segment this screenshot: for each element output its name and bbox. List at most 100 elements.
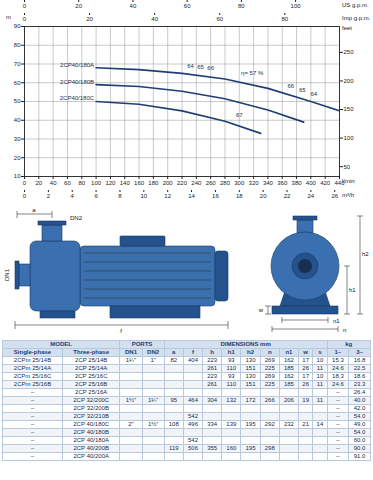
svg-text:DN1: DN1 bbox=[4, 268, 10, 281]
html-text:MODEL: MODEL bbox=[50, 341, 72, 347]
html-text:PORTS: PORTS bbox=[131, 341, 153, 347]
svg-text:22: 22 bbox=[284, 193, 291, 199]
svg-text:64: 64 bbox=[187, 63, 194, 69]
svg-text:20: 20 bbox=[86, 16, 93, 22]
html-text:feet: feet bbox=[342, 25, 352, 31]
svg-text:DN2: DN2 bbox=[70, 215, 83, 221]
svg-text:120: 120 bbox=[105, 180, 116, 186]
svg-text:60: 60 bbox=[64, 180, 71, 186]
svg-text:26: 26 bbox=[331, 193, 338, 199]
svg-text:40: 40 bbox=[151, 16, 158, 22]
svg-text:80: 80 bbox=[14, 42, 21, 48]
svg-text:66: 66 bbox=[207, 65, 214, 71]
svg-text:a: a bbox=[32, 207, 36, 213]
svg-text:20: 20 bbox=[14, 155, 21, 161]
svg-text:n1: n1 bbox=[333, 318, 340, 324]
svg-text:100: 100 bbox=[291, 3, 302, 9]
svg-text:80: 80 bbox=[281, 16, 288, 22]
html-text:Imp g.p.m.: Imp g.p.m. bbox=[342, 15, 371, 21]
svg-text:12: 12 bbox=[164, 193, 171, 199]
svg-text:90: 90 bbox=[14, 23, 21, 29]
svg-text:40: 40 bbox=[50, 180, 57, 186]
svg-text:140: 140 bbox=[120, 180, 131, 186]
svg-text:50: 50 bbox=[14, 98, 21, 104]
svg-text:w: w bbox=[258, 307, 264, 313]
svg-text:18: 18 bbox=[236, 193, 243, 199]
html-text:1~: 1~ bbox=[334, 349, 342, 355]
svg-text:η= 57 %: η= 57 % bbox=[241, 70, 264, 76]
svg-text:20: 20 bbox=[35, 180, 42, 186]
html-text:DN1: DN1 bbox=[125, 349, 137, 355]
svg-text:400: 400 bbox=[306, 180, 317, 186]
svg-text:67: 67 bbox=[236, 112, 243, 118]
svg-text:150: 150 bbox=[344, 106, 355, 112]
svg-text:280: 280 bbox=[220, 180, 231, 186]
html-text:3~: 3~ bbox=[356, 349, 363, 355]
svg-text:0: 0 bbox=[23, 16, 27, 22]
svg-text:440: 440 bbox=[334, 179, 345, 186]
svg-text:24: 24 bbox=[308, 193, 315, 199]
svg-text:340: 340 bbox=[263, 180, 274, 186]
svg-text:200: 200 bbox=[344, 78, 355, 84]
svg-text:180: 180 bbox=[148, 180, 159, 186]
svg-text:220: 220 bbox=[177, 180, 188, 186]
svg-text:h1: h1 bbox=[349, 287, 356, 293]
svg-text:2: 2 bbox=[47, 193, 51, 199]
svg-text:200: 200 bbox=[163, 180, 174, 186]
svg-text:250: 250 bbox=[344, 49, 355, 55]
html-text:DIMENSIONS mm: DIMENSIONS mm bbox=[220, 341, 271, 347]
svg-text:f: f bbox=[120, 328, 122, 334]
svg-text:40: 40 bbox=[130, 3, 137, 9]
svg-text:10: 10 bbox=[14, 173, 21, 179]
svg-text:20: 20 bbox=[260, 193, 267, 199]
svg-text:10: 10 bbox=[140, 193, 147, 199]
svg-text:4: 4 bbox=[71, 193, 75, 199]
html-text:US g.p.m.: US g.p.m. bbox=[342, 2, 369, 8]
svg-text:320: 320 bbox=[249, 180, 260, 186]
svg-text:40: 40 bbox=[14, 117, 21, 123]
svg-text:80: 80 bbox=[238, 3, 245, 9]
svg-text:30: 30 bbox=[14, 136, 21, 142]
html-text:kg: kg bbox=[345, 341, 353, 347]
svg-text:2CP40/180A: 2CP40/180A bbox=[60, 62, 94, 68]
svg-text:20: 20 bbox=[75, 3, 82, 9]
svg-text:60: 60 bbox=[216, 16, 223, 22]
svg-text:2CP40/180B: 2CP40/180B bbox=[60, 79, 94, 85]
svg-text:80: 80 bbox=[78, 180, 85, 186]
html-text:h1: h1 bbox=[227, 349, 235, 355]
html-text:m³/h: m³/h bbox=[342, 192, 354, 198]
html-text:h2: h2 bbox=[247, 349, 254, 355]
svg-text:70: 70 bbox=[14, 61, 21, 67]
svg-text:240: 240 bbox=[191, 180, 202, 186]
html-text:l/min: l/min bbox=[342, 178, 355, 184]
svg-text:380: 380 bbox=[292, 180, 303, 186]
svg-text:0: 0 bbox=[23, 3, 27, 9]
svg-text:2CP40/180C: 2CP40/180C bbox=[60, 95, 95, 101]
svg-text:65: 65 bbox=[197, 64, 204, 70]
html-text:DN2: DN2 bbox=[147, 349, 160, 355]
svg-text:0: 0 bbox=[23, 180, 27, 186]
svg-text:50: 50 bbox=[344, 164, 351, 170]
svg-text:0: 0 bbox=[23, 193, 27, 199]
svg-text:6: 6 bbox=[94, 193, 98, 199]
svg-text:n: n bbox=[343, 327, 346, 333]
svg-text:100: 100 bbox=[344, 135, 355, 141]
svg-text:65: 65 bbox=[299, 87, 306, 93]
svg-text:16: 16 bbox=[212, 193, 219, 199]
html-text:Single-phase: Single-phase bbox=[13, 349, 52, 355]
html-text:n1: n1 bbox=[285, 349, 293, 355]
svg-text:360: 360 bbox=[277, 180, 288, 186]
svg-text:64: 64 bbox=[310, 91, 317, 97]
svg-text:60: 60 bbox=[184, 3, 191, 9]
svg-text:420: 420 bbox=[320, 180, 331, 186]
svg-text:100: 100 bbox=[91, 180, 102, 186]
html-text:Three-phase: Three-phase bbox=[73, 349, 109, 355]
svg-text:8: 8 bbox=[118, 193, 122, 199]
svg-text:h2: h2 bbox=[362, 251, 369, 257]
svg-text:14: 14 bbox=[188, 193, 195, 199]
svg-text:66: 66 bbox=[287, 83, 294, 89]
svg-text:60: 60 bbox=[14, 80, 21, 86]
svg-text:300: 300 bbox=[234, 180, 245, 186]
svg-text:160: 160 bbox=[134, 180, 145, 186]
svg-text:260: 260 bbox=[206, 180, 217, 186]
